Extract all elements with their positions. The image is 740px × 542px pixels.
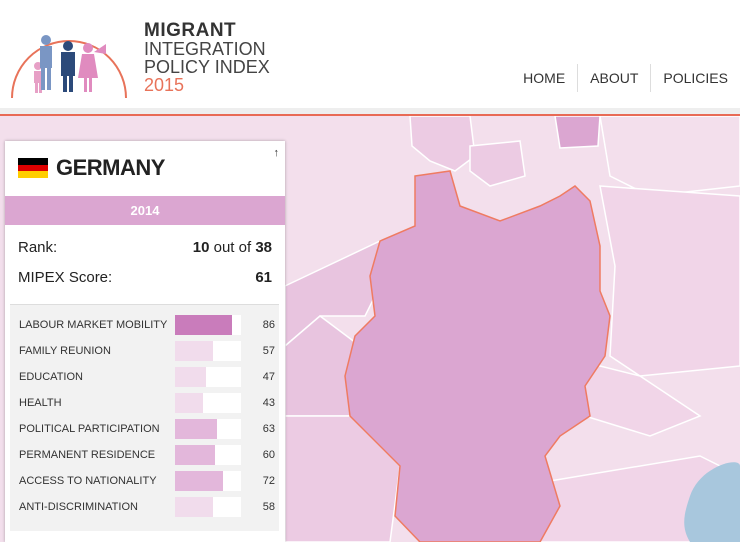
- policy-bar-fill: [175, 393, 204, 413]
- header-accent-line: [0, 114, 740, 116]
- score-value: 61: [255, 269, 272, 286]
- policy-value: 57: [262, 345, 275, 357]
- country-header: GERMANY: [18, 155, 165, 181]
- policy-row[interactable]: PERMANENT RESIDENCE 60: [19, 445, 275, 465]
- year-selector[interactable]: 2014: [5, 196, 285, 225]
- country-name: GERMANY: [56, 155, 165, 180]
- policy-bar-fill: [175, 471, 223, 491]
- nav-policies[interactable]: POLICIES: [650, 64, 740, 92]
- policy-bar-fill: [175, 367, 207, 387]
- region-baltic: [599, 116, 740, 197]
- policy-bar-track: [175, 419, 241, 439]
- policy-list: LABOUR MARKET MOBILITY 86 FAMILY REUNION 57…: [10, 304, 279, 531]
- brand-line-1: MIGRANT: [144, 20, 237, 41]
- policy-bar-track: [175, 471, 241, 491]
- region-france[interactable]: [284, 415, 401, 542]
- rank-value: 10: [192, 239, 210, 256]
- region-germany[interactable]: [344, 170, 611, 542]
- policy-bar-fill: [175, 497, 214, 517]
- policy-bar-track: [175, 445, 241, 465]
- policy-bar-track: [175, 367, 241, 387]
- policy-label: LABOUR MARKET MOBILITY: [19, 319, 168, 331]
- policy-bar-fill: [175, 341, 213, 361]
- policy-value: 58: [262, 501, 275, 513]
- brand-line-3: POLICY INDEX: [144, 57, 270, 77]
- arrow-up-icon[interactable]: ↑: [273, 147, 280, 159]
- policy-row[interactable]: EDUCATION 47: [19, 367, 275, 387]
- policy-value: 86: [262, 319, 275, 331]
- country-panel: ↑ GERMANY 2014 Rank: 10 out of 38 MIPEX …: [5, 141, 285, 542]
- policy-row[interactable]: HEALTH 43: [19, 393, 275, 413]
- score-row: MIPEX Score: 61: [18, 269, 272, 286]
- header: MIGRANT INTEGRATION POLICY INDEX 2015 HO…: [0, 0, 740, 108]
- main-nav: HOME ABOUT POLICIES: [511, 64, 740, 92]
- policy-value: 72: [262, 475, 275, 487]
- rank-out-of: out of: [213, 239, 252, 256]
- rank-total: 38: [255, 239, 272, 256]
- policy-row[interactable]: POLITICAL PARTICIPATION 63: [19, 419, 275, 439]
- germany-flag-icon: [18, 158, 48, 179]
- policy-label: PERMANENT RESIDENCE: [19, 449, 156, 461]
- policy-bar-track: [175, 341, 241, 361]
- rank-label: Rank:: [18, 239, 58, 256]
- region-sweden-south[interactable]: [554, 116, 601, 149]
- policy-value: 43: [262, 397, 275, 409]
- policy-bar-fill: [175, 419, 217, 439]
- nav-home[interactable]: HOME: [523, 70, 566, 86]
- policy-label: FAMILY REUNION: [19, 345, 111, 357]
- region-poland[interactable]: [599, 185, 740, 377]
- mipex-logo[interactable]: [8, 8, 130, 108]
- water-lake: [684, 462, 740, 542]
- nav-about[interactable]: ABOUT: [577, 64, 650, 92]
- policy-bar-track: [175, 393, 241, 413]
- policy-row[interactable]: ACCESS TO NATIONALITY 72: [19, 471, 275, 491]
- policy-bar-track: [175, 497, 241, 517]
- rank-row: Rank: 10 out of 38: [18, 239, 272, 256]
- policy-bar-fill: [175, 315, 232, 335]
- policy-row[interactable]: ANTI-DISCRIMINATION 58: [19, 497, 275, 517]
- brand-year: 2015: [144, 75, 185, 95]
- brand-title[interactable]: MIGRANT INTEGRATION POLICY INDEX 2015: [144, 20, 270, 95]
- header-divider: [0, 108, 740, 114]
- policy-label: POLITICAL PARTICIPATION: [19, 423, 160, 435]
- policy-label: ACCESS TO NATIONALITY: [19, 475, 157, 487]
- policy-bar-track: [175, 315, 241, 335]
- region-danish-islands[interactable]: [469, 140, 526, 187]
- brand-line-2: INTEGRATION: [144, 39, 266, 59]
- policy-value: 60: [262, 449, 275, 461]
- region-denmark[interactable]: [409, 116, 476, 172]
- rank-value-group: 10 out of 38: [193, 239, 272, 256]
- policy-row[interactable]: FAMILY REUNION 57: [19, 341, 275, 361]
- policy-label: EDUCATION: [19, 371, 83, 383]
- policy-value: 47: [262, 371, 275, 383]
- score-label: MIPEX Score:: [18, 269, 113, 286]
- policy-value: 63: [262, 423, 275, 435]
- policy-row[interactable]: LABOUR MARKET MOBILITY 86: [19, 315, 275, 335]
- policy-bar-fill: [175, 445, 215, 465]
- policy-label: HEALTH: [19, 397, 62, 409]
- policy-label: ANTI-DISCRIMINATION: [19, 501, 138, 513]
